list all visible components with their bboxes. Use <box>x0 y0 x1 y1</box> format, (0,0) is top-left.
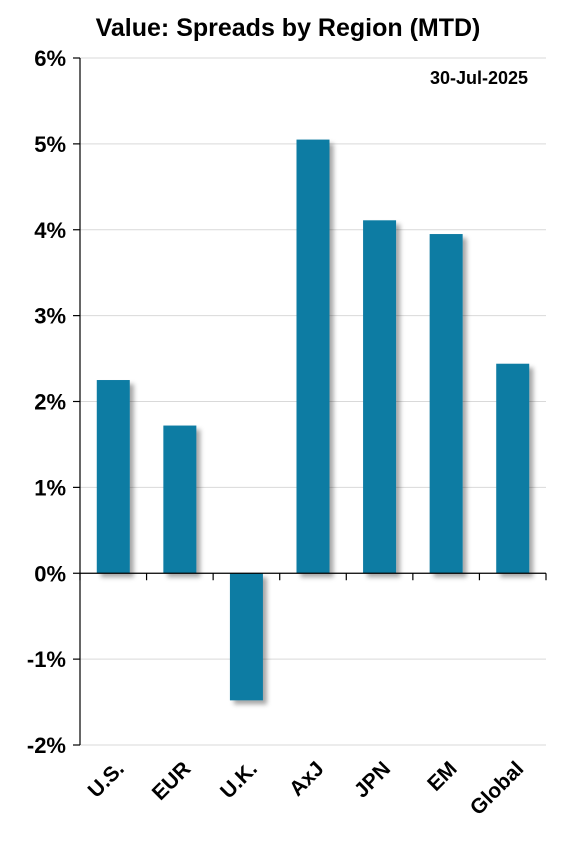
y-tick-label: 3% <box>34 304 66 329</box>
bar-global <box>496 363 530 574</box>
x-tick-label: JPN <box>350 757 395 802</box>
x-tick-label: U.K. <box>216 757 262 803</box>
x-tick-label: U.S. <box>84 757 129 802</box>
bar-em <box>429 234 463 574</box>
y-tick-label: -1% <box>27 647 66 672</box>
bar-eur <box>163 425 197 574</box>
bar-u-s <box>96 380 130 574</box>
y-tick-label: 4% <box>34 218 66 243</box>
y-tick-label: 1% <box>34 475 66 500</box>
y-tick-label: 2% <box>34 390 66 415</box>
x-tick-label: Global <box>466 757 528 819</box>
y-tick-label: 0% <box>34 561 66 586</box>
y-tick-label: 6% <box>34 46 66 71</box>
chart-date-annotation: 30-Jul-2025 <box>429 68 528 88</box>
y-tick-label: -2% <box>27 733 66 758</box>
x-tick-label: AxJ <box>285 757 329 801</box>
x-tick-label: EUR <box>148 757 196 805</box>
bar-jpn <box>363 220 397 574</box>
chart-title: Value: Spreads by Region (MTD) <box>95 14 481 42</box>
x-tick-label: EM <box>423 757 462 796</box>
y-tick-label: 5% <box>34 132 66 157</box>
bar-u-k <box>229 573 263 701</box>
bars <box>96 139 530 701</box>
axes <box>73 57 547 746</box>
bar-axj <box>296 139 330 574</box>
